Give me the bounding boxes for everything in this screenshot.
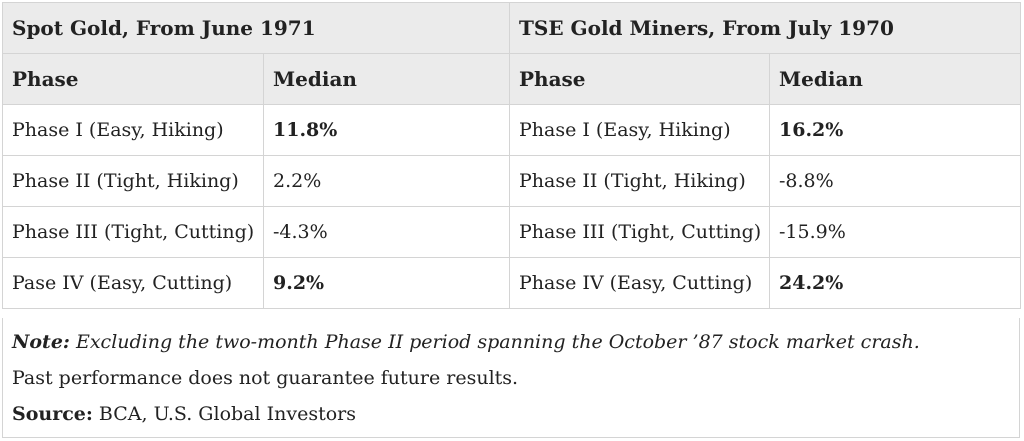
spot-gold-group-header: Spot Gold, From June 1971 [2, 2, 510, 54]
gold-median-cell: 9.2% [263, 257, 510, 309]
source-label: Source: [12, 403, 93, 425]
gold-phase-cell: Phase III (Tight, Cutting) [2, 206, 264, 258]
miners-phase-cell: Phase III (Tight, Cutting) [509, 206, 770, 258]
gold-median-cell: -4.3% [263, 206, 510, 258]
miners-median-cell: -15.9% [768, 206, 1022, 258]
miners-median-column-header: Median [768, 53, 1022, 105]
gold-median-cell: 11.8% [263, 104, 510, 156]
miners-phase-column-header: Phase [509, 53, 770, 105]
table-row: Pase IV (Easy, Cutting) 9.2% Phase IV (E… [2, 257, 1022, 309]
miners-phase-cell: Phase II (Tight, Hiking) [509, 155, 770, 207]
note-label: Note: [12, 331, 70, 353]
table-row: Phase II (Tight, Hiking) 2.2% Phase II (… [2, 155, 1022, 207]
gold-phase-column-header: Phase [2, 53, 264, 105]
table-row: Phase III (Tight, Cutting) -4.3% Phase I… [2, 206, 1022, 258]
note-line: Note: Excluding the two-month Phase II p… [12, 324, 1010, 360]
miners-median-cell: 16.2% [768, 104, 1022, 156]
miners-median-cell: 24.2% [768, 257, 1022, 309]
gold-median-column-header: Median [263, 53, 510, 105]
source-line: Source: BCA, U.S. Global Investors [12, 396, 1010, 432]
column-header-row: Phase Median Phase Median [2, 53, 1022, 105]
miners-median-cell: -8.8% [768, 155, 1022, 207]
table-footnotes: Note: Excluding the two-month Phase II p… [2, 318, 1020, 438]
miners-phase-cell: Phase I (Easy, Hiking) [509, 104, 770, 156]
miners-phase-cell: Phase IV (Easy, Cutting) [509, 257, 770, 309]
tse-miners-group-header: TSE Gold Miners, From July 1970 [508, 2, 1022, 54]
disclaimer-text: Past performance does not guarantee futu… [12, 367, 519, 389]
note-text: Excluding the two-month Phase II period … [69, 331, 920, 353]
table-row: Phase I (Easy, Hiking) 11.8% Phase I (Ea… [2, 104, 1022, 156]
gold-phase-cell: Phase I (Easy, Hiking) [2, 104, 264, 156]
group-header-row: Spot Gold, From June 1971 TSE Gold Miner… [2, 2, 1022, 54]
gold-phase-cell: Pase IV (Easy, Cutting) [2, 257, 264, 309]
gold-median-cell: 2.2% [263, 155, 510, 207]
phase-returns-table: Spot Gold, From June 1971 TSE Gold Miner… [2, 2, 1022, 309]
source-text: BCA, U.S. Global Investors [92, 403, 356, 425]
gold-phase-cell: Phase II (Tight, Hiking) [2, 155, 264, 207]
